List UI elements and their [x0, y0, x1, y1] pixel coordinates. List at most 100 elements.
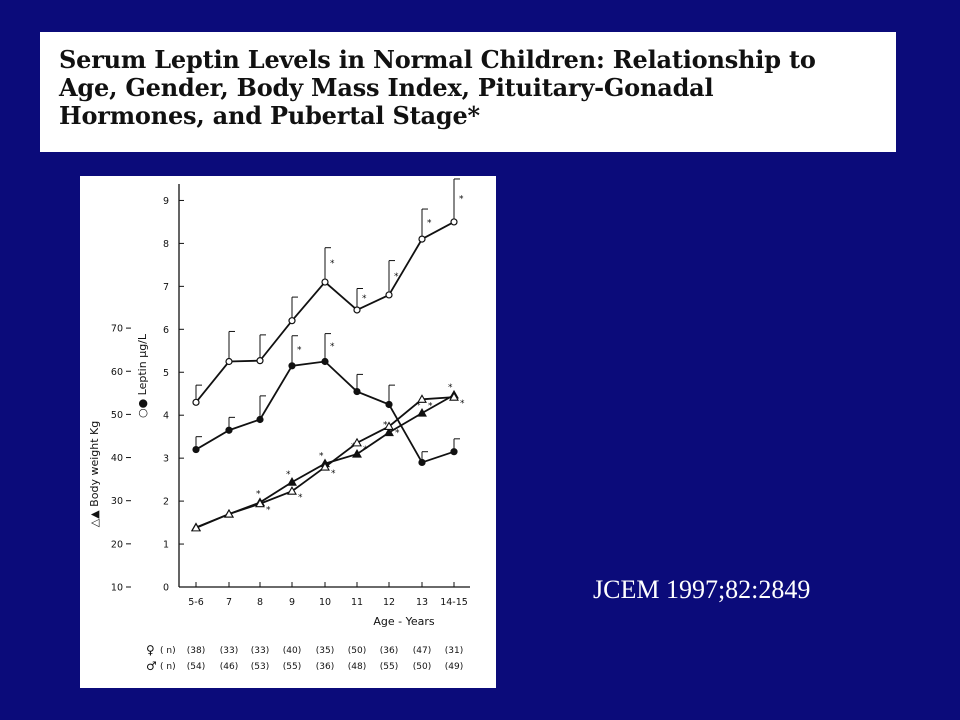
female-n-value: (47) — [413, 646, 431, 656]
data-point-filled-triangle — [352, 448, 362, 458]
data-point-open-circle — [385, 291, 393, 299]
significance-mark: * — [330, 259, 335, 269]
leptin-tick-label: 8 — [163, 239, 169, 250]
data-point-filled-circle — [418, 458, 426, 467]
significance-mark: * — [331, 469, 336, 479]
significance-mark: * — [383, 421, 388, 431]
female-symbol: ♀ — [146, 643, 155, 657]
male-n-value: (53) — [251, 662, 269, 672]
leptin-tick-label: 7 — [163, 282, 169, 293]
significance-mark: * — [286, 470, 291, 480]
data-point-filled-circle — [450, 448, 458, 456]
male-n-value: (50) — [413, 662, 431, 672]
data-point-open-triangle — [287, 486, 297, 495]
data-point-open-triangle — [417, 394, 427, 403]
leptin-tick-label: 1 — [163, 540, 169, 551]
significance-mark: * — [460, 399, 465, 409]
series-line-filled-circle — [195, 360, 455, 464]
n-label-female: ( n) — [160, 646, 176, 656]
x-tick-label: 8 — [257, 597, 263, 608]
data-point-open-circle — [288, 317, 296, 325]
significance-mark: * — [319, 452, 324, 462]
data-point-filled-circle — [385, 400, 393, 409]
data-point-filled-circle — [225, 426, 233, 434]
significance-mark: * — [448, 383, 453, 393]
data-point-open-triangle — [224, 508, 234, 518]
significance-mark: * — [363, 445, 368, 455]
female-n-value: (50) — [348, 646, 366, 656]
significance-mark: * — [394, 272, 399, 282]
female-n-value: (33) — [220, 646, 238, 656]
male-n-value: (55) — [380, 662, 398, 672]
weight-tick-label: 30 — [111, 496, 123, 507]
x-tick-label: 12 — [383, 597, 395, 608]
female-n-value: (35) — [316, 646, 334, 656]
data-point-open-circle — [192, 398, 200, 406]
data-point-open-triangle — [191, 522, 201, 532]
data-point-filled-circle — [353, 387, 361, 396]
significance-mark: * — [330, 342, 335, 352]
female-n-value: (33) — [251, 646, 269, 656]
leptin-tick-label: 0 — [163, 583, 169, 594]
data-point-filled-circle — [321, 357, 329, 366]
data-point-filled-triangle — [287, 477, 297, 486]
x-tick-label: 10 — [319, 597, 331, 608]
male-n-value: (54) — [187, 662, 205, 672]
significance-mark: * — [298, 493, 303, 503]
data-point-filled-triangle — [417, 407, 427, 417]
data-point-open-triangle — [255, 498, 265, 508]
leptin-axis-label: ○● Leptin µg/L — [136, 333, 149, 418]
data-point-filled-circle — [256, 415, 264, 424]
data-point-open-circle — [450, 218, 458, 226]
x-tick-label: 14-15 — [440, 597, 468, 608]
x-tick-label: 13 — [416, 597, 428, 608]
significance-mark: * — [362, 294, 367, 304]
weight-tick-label: 40 — [111, 453, 123, 464]
male-n-value: (48) — [348, 662, 366, 672]
data-point-filled-circle — [288, 362, 296, 370]
leptin-tick-label: 3 — [163, 454, 169, 465]
leptin-tick-label: 2 — [163, 497, 169, 508]
significance-mark: * — [256, 489, 261, 499]
significance-mark: * — [266, 506, 271, 516]
x-tick-label: 11 — [351, 597, 363, 608]
male-n-value: (49) — [445, 662, 463, 672]
significance-mark: * — [459, 194, 464, 204]
weight-tick-label: 50 — [111, 410, 123, 421]
slide-title-line-2: Age, Gender, Body Mass Index, Pituitary-… — [59, 73, 714, 102]
x-axis-label: Age - Years — [373, 615, 435, 628]
significance-mark: * — [297, 345, 302, 355]
significance-mark: * — [416, 401, 421, 411]
significance-mark: * — [351, 442, 356, 452]
title-box: Serum Leptin Levels in Normal Children: … — [40, 32, 896, 152]
data-point-open-triangle — [384, 421, 394, 431]
n-label-male: ( n) — [160, 662, 176, 672]
weight-tick-label: 60 — [111, 367, 123, 378]
data-point-filled-circle — [192, 445, 200, 454]
male-n-value: (55) — [283, 662, 301, 672]
data-point-open-circle — [321, 278, 329, 286]
x-tick-label: 5-6 — [188, 597, 204, 608]
leptin-tick-label: 9 — [163, 196, 169, 207]
significance-mark: * — [395, 428, 400, 438]
female-n-value: (36) — [380, 646, 398, 656]
leptin-tick-label: 4 — [163, 411, 169, 422]
data-point-open-circle — [256, 357, 264, 365]
significance-mark: * — [427, 219, 432, 229]
data-point-open-triangle — [320, 461, 330, 471]
male-symbol: ♂ — [146, 659, 157, 673]
slide-title-line-1: Serum Leptin Levels in Normal Children: … — [59, 45, 816, 74]
data-point-open-circle — [353, 306, 361, 314]
weight-tick-label: 70 — [111, 324, 123, 335]
data-point-open-circle — [225, 357, 233, 366]
x-tick-label: 9 — [289, 597, 295, 608]
data-point-open-circle — [418, 235, 426, 243]
weight-axis-label: △▲ Body weight Kg — [88, 421, 101, 527]
data-point-filled-triangle — [384, 427, 394, 437]
data-point-open-triangle — [449, 392, 459, 401]
significance-mark: * — [428, 401, 433, 411]
weight-tick-label: 10 — [111, 583, 123, 594]
male-n-value: (46) — [220, 662, 238, 672]
leptin-tick-label: 6 — [163, 325, 169, 336]
